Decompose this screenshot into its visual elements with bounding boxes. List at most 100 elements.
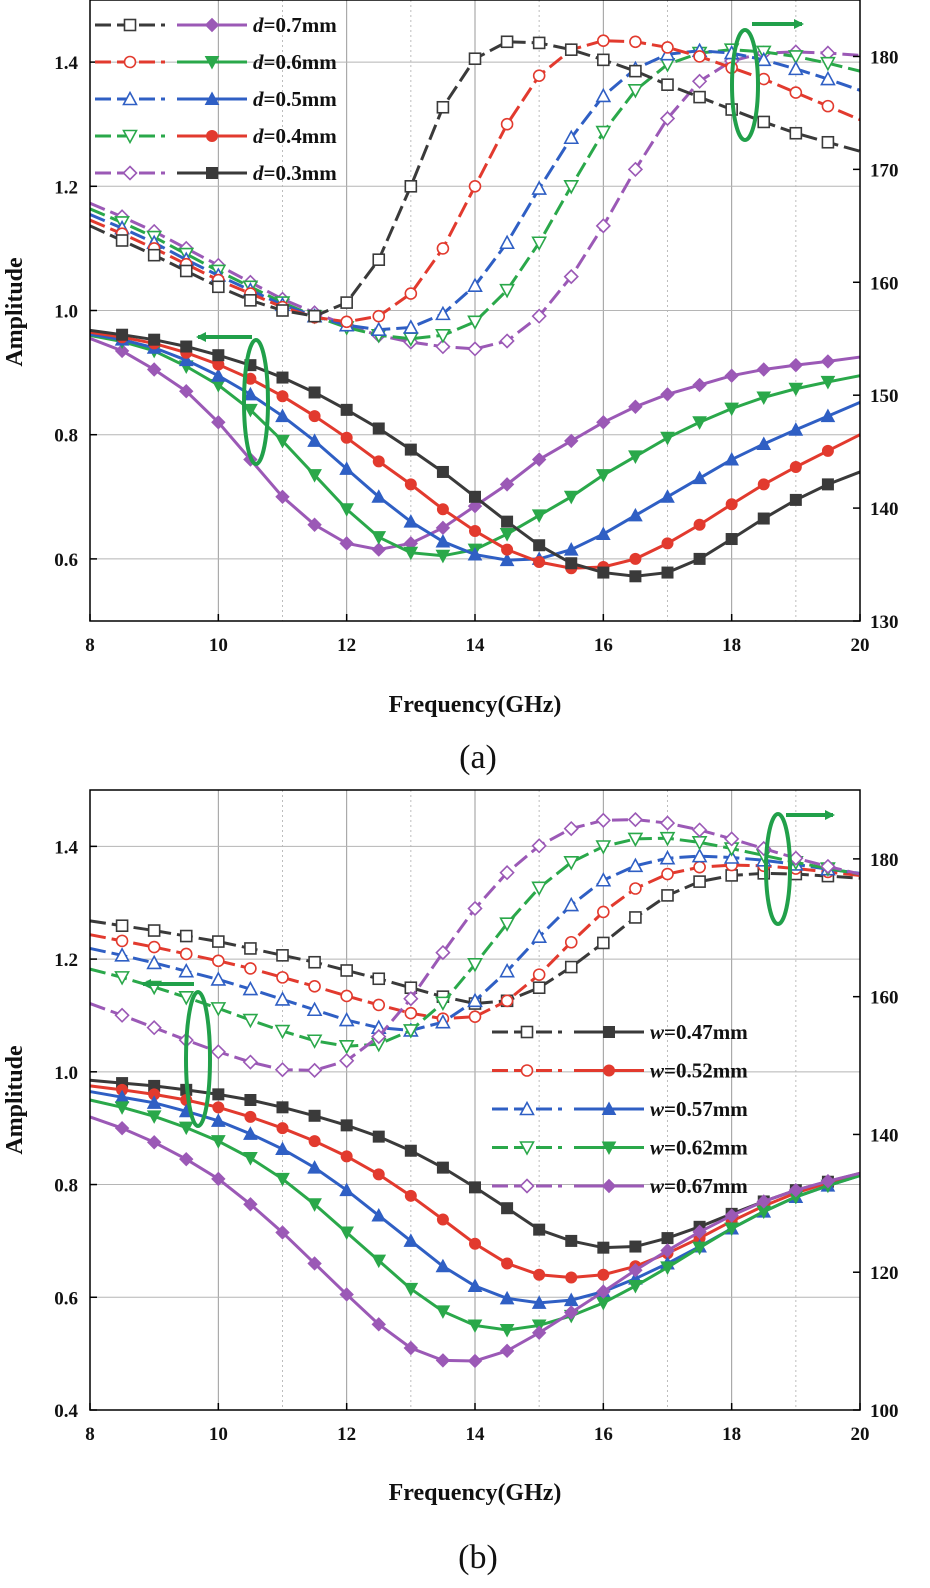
amplitude-point [210, 1135, 226, 1149]
amplitude-point [403, 1340, 419, 1356]
amplitude-point [116, 328, 129, 341]
x-tick-label: 16 [594, 1424, 613, 1445]
legend-label: d=0.7mm [253, 13, 337, 37]
amplitude-point [275, 489, 290, 505]
x-tick-label: 12 [337, 635, 356, 656]
amplitude-point [307, 1198, 322, 1212]
x-tick-label: 10 [209, 1424, 228, 1445]
amplitude-point [693, 552, 706, 565]
legend-marker [204, 91, 220, 105]
phase-point [693, 90, 706, 104]
y2-tick-label: 100 [870, 1401, 899, 1422]
y2-tick-label: 160 [870, 273, 899, 294]
amplitude-point [436, 465, 449, 478]
phase-point [595, 125, 612, 141]
y-tick-label: 0.8 [54, 1176, 78, 1197]
legend-marker [519, 1141, 535, 1156]
y2-tick-label: 180 [870, 47, 899, 68]
phase-point [372, 253, 386, 266]
amplitude-point [179, 384, 194, 399]
amplitude-point [501, 543, 514, 556]
phase-point [787, 50, 804, 65]
legend-item: w=0.67mm [492, 1174, 748, 1198]
phase-point [531, 838, 547, 854]
amplitude-point [563, 490, 579, 505]
amplitude-point [436, 503, 449, 516]
chart-panel-a: 8 10 12 14 16 18 20 0.6 0.8 1.0 1.2 1.4 130 140 150 160… [2, 0, 899, 776]
phase-point [468, 180, 482, 193]
amplitude-point [531, 1295, 547, 1309]
legend-marker [206, 130, 218, 142]
legend-item: w=0.57mm [492, 1097, 748, 1121]
phase-point [276, 971, 289, 984]
phase-group-ellipse-a [730, 28, 760, 142]
phase-point [435, 338, 451, 355]
phase-point [531, 236, 548, 251]
phase-point [179, 929, 193, 943]
y-tick-label: 0.8 [54, 426, 78, 447]
phase-point [500, 117, 514, 131]
phase-point [244, 942, 257, 955]
legend-marker [520, 1025, 534, 1039]
series-d=0.7mm [89, 35, 861, 583]
amplitude-point [724, 368, 739, 383]
phase-point [467, 341, 483, 357]
phase-point [629, 64, 642, 78]
y-tick-label: 0.6 [54, 550, 78, 571]
x-axis-title-b: Frequency(GHz) [389, 1480, 562, 1506]
amplitude-point [148, 333, 161, 346]
legend-b: w=0.47mm w=0.52mm w=0.57mm w=0.62mm w=0.67mm [492, 1020, 748, 1198]
amplitude-point [276, 1122, 289, 1135]
phase-point [114, 971, 130, 986]
amplitude-point [340, 1150, 353, 1163]
amplitude-point [371, 542, 386, 557]
amplitude-point [595, 469, 611, 483]
amplitude-point [725, 498, 738, 511]
phase-point [467, 315, 483, 330]
amplitude-point [308, 410, 321, 423]
phase-point [340, 964, 353, 977]
amplitude-point [307, 433, 322, 447]
amplitude-point [340, 1119, 353, 1132]
amplitude-point [467, 1353, 483, 1369]
phase-point [500, 35, 514, 49]
legend-marker [520, 1064, 534, 1077]
phase-point [468, 52, 482, 66]
phase-point [693, 50, 706, 63]
amplitude-point [533, 556, 546, 569]
amplitude-point [692, 377, 707, 393]
amplitude-point [821, 444, 834, 457]
phase-point [179, 947, 193, 961]
amplitude-point [276, 1101, 289, 1114]
amplitude-point [211, 1171, 226, 1187]
y2-tick-label: 120 [870, 1263, 899, 1284]
legend-label: d=0.3mm [253, 161, 337, 185]
amplitude-point [180, 340, 193, 353]
phase-point [210, 1044, 226, 1060]
phase-point [595, 218, 611, 234]
phase-point [629, 911, 642, 924]
phase-point [115, 919, 129, 933]
phase-point [755, 51, 772, 67]
phase-point [563, 820, 579, 837]
phase-point [723, 849, 740, 864]
phase-point [661, 41, 674, 54]
legend-a: d=0.7mm d=0.6mm d=0.5mm d=0.4mm d=0.3mm [95, 13, 337, 185]
y2-tick-label: 170 [870, 160, 899, 181]
amplitude-point [724, 1222, 740, 1237]
amplitude-point [114, 1101, 130, 1115]
amplitude-point [212, 1088, 225, 1101]
y-tick-label: 1.2 [54, 177, 78, 198]
amplitude-point [403, 1233, 419, 1247]
amplitude-point [211, 415, 226, 430]
amplitude-point [628, 1263, 643, 1278]
phase-point [627, 857, 644, 873]
amplitude-point [756, 436, 772, 451]
amplitude-point [565, 1271, 578, 1284]
amplitude-point [501, 1257, 514, 1270]
amplitude-point [661, 1232, 674, 1245]
legend-item: d=0.4mm [95, 124, 337, 148]
amplitude-point [243, 1126, 258, 1140]
legend-label: w=0.52mm [650, 1059, 748, 1083]
